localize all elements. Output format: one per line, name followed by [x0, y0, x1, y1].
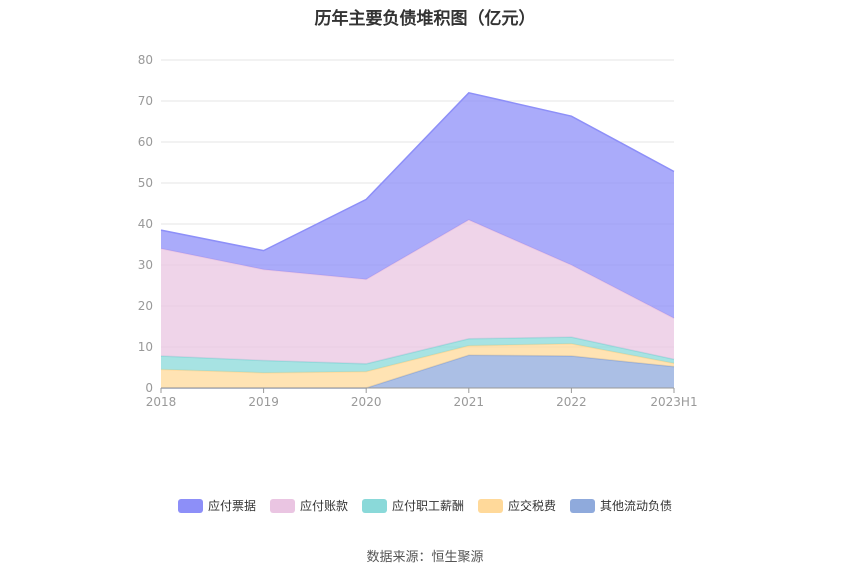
legend: 应付票据 应付账款 应付职工薪酬 应交税费 其他流动负债: [0, 497, 850, 514]
area-应交税费: [161, 343, 674, 388]
x-tick-label: 2023H1: [650, 395, 697, 409]
y-tick-label: 50: [138, 176, 153, 190]
area-应付职工薪酬: [161, 337, 674, 373]
line-应付票据: [160, 91, 675, 252]
y-tick-label: 80: [138, 53, 153, 67]
x-tick-label: 2021: [454, 395, 485, 409]
area-应付账款: [161, 219, 674, 364]
x-tick-label: 2019: [248, 395, 279, 409]
x-tick-label: 2020: [351, 395, 382, 409]
axes: 0 10 20 30 40 50 60 70 80 2018 2019 2020 2021 2022 202…: [138, 53, 698, 409]
area-series: [160, 91, 675, 389]
y-tick-label: 40: [138, 217, 153, 231]
data-source: 数据来源：恒生聚源: [366, 550, 484, 565]
chart-title: 历年主要负债堆积图（亿元）: [314, 9, 536, 29]
legend-label: 应付账款: [299, 499, 348, 513]
y-tick-label: 60: [138, 135, 153, 149]
legend-item[interactable]: 应付账款: [269, 497, 348, 514]
stacked-area-chart: 0 10 20 30 40 50 60 70 80 2018 2019 2020 2021 2022 202…: [138, 53, 698, 409]
legend-item[interactable]: 应交税费: [478, 497, 556, 514]
y-tick-label: 70: [138, 94, 153, 108]
area-应付票据: [161, 92, 674, 319]
legend-label: 应付票据: [207, 499, 256, 513]
y-tick-label: 10: [138, 340, 153, 354]
legend-label: 应付职工薪酬: [391, 499, 464, 513]
legend-swatch: [361, 498, 387, 513]
legend-item[interactable]: 应付职工薪酬: [361, 497, 464, 514]
legend-item[interactable]: 其他流动负债: [570, 497, 672, 514]
x-tick-label: 2018: [146, 395, 177, 409]
x-tick-label: 2022: [556, 395, 587, 409]
y-tick-label: 0: [145, 381, 153, 395]
legend-swatch: [478, 498, 503, 513]
legend-item[interactable]: 应付票据: [177, 497, 256, 514]
legend-swatch: [177, 498, 203, 513]
y-tick-label: 30: [138, 258, 153, 272]
legend-swatch: [269, 498, 295, 513]
y-tick-label: 20: [138, 299, 153, 313]
legend-label: 其他流动负债: [600, 499, 673, 513]
legend-swatch: [570, 498, 596, 513]
legend-label: 应交税费: [508, 499, 557, 513]
